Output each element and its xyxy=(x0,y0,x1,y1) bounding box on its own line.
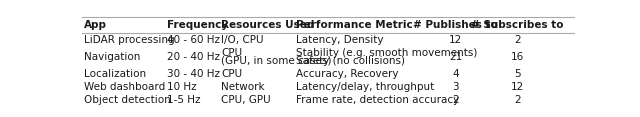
Text: 16: 16 xyxy=(511,52,524,62)
Text: Web dashboard: Web dashboard xyxy=(84,82,165,92)
Text: 3: 3 xyxy=(452,82,459,92)
Text: 2: 2 xyxy=(515,95,521,105)
Text: App: App xyxy=(84,20,107,30)
Text: Frame rate, detection accuracy: Frame rate, detection accuracy xyxy=(296,95,459,105)
Text: CPU: CPU xyxy=(221,69,243,79)
Text: 4: 4 xyxy=(452,69,459,79)
Text: Object detection: Object detection xyxy=(84,95,171,105)
Text: Safety (no collisions): Safety (no collisions) xyxy=(296,56,404,66)
Text: 10 Hz: 10 Hz xyxy=(167,82,196,92)
Text: # Publishes to: # Publishes to xyxy=(413,20,498,30)
Text: Latency/delay, throughput: Latency/delay, throughput xyxy=(296,82,434,92)
Text: 5: 5 xyxy=(515,69,521,79)
Text: 12: 12 xyxy=(511,82,524,92)
Text: 1-5 Hz: 1-5 Hz xyxy=(167,95,200,105)
Text: # Subscribes to: # Subscribes to xyxy=(472,20,564,30)
Text: 12: 12 xyxy=(449,35,462,45)
Text: Performance Metric: Performance Metric xyxy=(296,20,413,30)
Text: Accuracy, Recovery: Accuracy, Recovery xyxy=(296,69,398,79)
Text: CPU, GPU: CPU, GPU xyxy=(221,95,271,105)
Text: Network: Network xyxy=(221,82,265,92)
Text: Frequency: Frequency xyxy=(167,20,228,30)
Text: 21: 21 xyxy=(449,52,462,62)
Text: Resources Used: Resources Used xyxy=(221,20,315,30)
Text: Localization: Localization xyxy=(84,69,146,79)
Text: Navigation: Navigation xyxy=(84,52,140,62)
Text: LiDAR processing: LiDAR processing xyxy=(84,35,175,45)
Text: 2: 2 xyxy=(452,95,459,105)
Text: CPU: CPU xyxy=(221,48,243,58)
Text: 20 - 40 Hz: 20 - 40 Hz xyxy=(167,52,220,62)
Text: 40 - 60 Hz: 40 - 60 Hz xyxy=(167,35,220,45)
Text: Latency, Density: Latency, Density xyxy=(296,35,383,45)
Text: 30 - 40 Hz: 30 - 40 Hz xyxy=(167,69,220,79)
Text: I/O, CPU: I/O, CPU xyxy=(221,35,264,45)
Text: (GPU, in some cases): (GPU, in some cases) xyxy=(221,56,332,66)
Text: Stability (e.g. smooth movements): Stability (e.g. smooth movements) xyxy=(296,48,477,58)
Text: 2: 2 xyxy=(515,35,521,45)
